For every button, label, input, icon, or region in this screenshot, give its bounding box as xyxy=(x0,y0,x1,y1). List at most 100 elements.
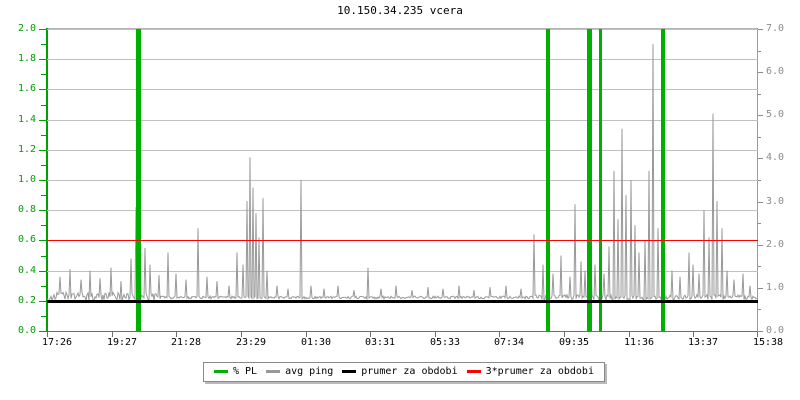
x-label: 17:26 xyxy=(41,337,73,348)
y-label-left: 1.6 xyxy=(17,83,36,95)
x-label: 15:38 xyxy=(752,337,784,348)
x-label: 01:30 xyxy=(300,337,332,348)
x-tick xyxy=(176,332,177,337)
threshold-line-3x-average xyxy=(47,240,758,241)
y-label-left: 0.2 xyxy=(17,294,36,306)
y-tick-right xyxy=(758,29,763,30)
y-label-right: 1.0 xyxy=(766,281,785,293)
packet-loss-bar xyxy=(599,29,602,331)
chart-legend: % PL avg ping prumer za obdobi 3*prumer za … xyxy=(203,362,605,382)
y-tick-left-minor xyxy=(41,165,46,166)
x-label: 21:28 xyxy=(170,337,202,348)
y-label-right: 0.0 xyxy=(766,325,785,336)
legend-swatch xyxy=(466,370,481,373)
gridline xyxy=(47,89,758,90)
y-label-left: 1.4 xyxy=(17,113,36,125)
average-line xyxy=(47,299,758,303)
x-tick xyxy=(499,332,500,337)
y-tick-right-minor xyxy=(758,51,761,52)
y-tick-left xyxy=(39,180,46,181)
gridline xyxy=(47,271,758,272)
legend-swatch xyxy=(342,370,357,373)
y-label-right: 7.0 xyxy=(766,23,785,34)
legend-label: % PL xyxy=(233,366,258,377)
packet-loss-bar xyxy=(661,29,665,331)
y-tick-left-minor xyxy=(41,44,46,45)
y-tick-left-minor xyxy=(41,225,46,226)
y-tick-right xyxy=(758,158,763,159)
x-tick xyxy=(435,332,436,337)
y-tick-left-minor xyxy=(41,135,46,136)
x-label: 23:29 xyxy=(235,337,267,348)
y-label-left: 1.0 xyxy=(17,174,36,185)
x-tick xyxy=(241,332,242,337)
chart-title: 10.150.34.235 vcera xyxy=(337,4,463,17)
y-tick-right xyxy=(758,72,763,73)
x-tick xyxy=(629,332,630,337)
gridline xyxy=(47,180,758,181)
x-label: 05:33 xyxy=(429,337,461,348)
y-tick-right-minor xyxy=(758,223,761,224)
x-label: 03:31 xyxy=(364,337,396,348)
y-label-left: 1.2 xyxy=(17,143,36,155)
y-tick-right-minor xyxy=(758,94,761,95)
x-tick xyxy=(47,332,48,337)
x-label: 11:36 xyxy=(623,337,655,348)
ping-series-plot xyxy=(47,29,758,331)
packet-loss-bar xyxy=(546,29,550,331)
legend-label: 3*prumer za obdobi xyxy=(485,366,594,377)
y-tick-left-minor xyxy=(41,316,46,317)
y-tick-left xyxy=(39,301,46,302)
legend-label: avg ping xyxy=(285,366,334,377)
y-tick-right xyxy=(758,245,763,246)
gridline xyxy=(47,210,758,211)
legend-item[interactable]: 3*prumer za obdobi xyxy=(466,366,594,377)
y-tick-right-minor xyxy=(758,180,761,181)
legend-label: prumer za obdobi xyxy=(361,366,458,377)
axis-bottom-border xyxy=(47,331,758,332)
y-tick-left xyxy=(39,210,46,211)
y-label-right: 4.0 xyxy=(766,152,785,164)
y-label-left: 0.0 xyxy=(17,325,36,336)
legend-item[interactable]: % PL xyxy=(214,366,257,377)
y-tick-left xyxy=(39,331,46,332)
x-label: 19:27 xyxy=(106,337,138,348)
y-label-right: 5.0 xyxy=(766,109,785,121)
y-tick-left-minor xyxy=(41,286,46,287)
packet-loss-bar xyxy=(587,29,592,331)
y-tick-right-minor xyxy=(758,309,761,310)
gridline xyxy=(47,120,758,121)
x-label: 13:37 xyxy=(687,337,719,348)
legend-item[interactable]: prumer za obdobi xyxy=(342,366,458,377)
avg-ping-line xyxy=(47,44,757,301)
x-tick xyxy=(564,332,565,337)
x-tick xyxy=(306,332,307,337)
y-tick-left xyxy=(39,29,46,30)
y-tick-left xyxy=(39,120,46,121)
y-tick-left-minor xyxy=(41,74,46,75)
legend-item[interactable]: avg ping xyxy=(266,366,333,377)
y-tick-left-minor xyxy=(41,195,46,196)
y-label-left: 1.8 xyxy=(17,53,36,65)
packet-loss-bar xyxy=(136,29,141,331)
legend-swatch xyxy=(214,370,228,373)
y-tick-right xyxy=(758,331,763,332)
y-tick-left-minor xyxy=(41,256,46,257)
y-tick-right-minor xyxy=(758,266,761,267)
gridline xyxy=(47,150,758,151)
gridline xyxy=(47,59,758,60)
y-tick-right xyxy=(758,288,763,289)
y-label-right: 6.0 xyxy=(766,66,785,78)
y-label-left: 0.6 xyxy=(17,234,36,246)
y-tick-left xyxy=(39,89,46,90)
x-label: 09:35 xyxy=(558,337,590,348)
x-tick xyxy=(757,332,758,337)
x-tick xyxy=(693,332,694,337)
y-label-right: 3.0 xyxy=(766,195,785,207)
axis-top-border xyxy=(47,28,758,29)
legend-swatch xyxy=(266,370,281,373)
y-tick-left-minor xyxy=(41,105,46,106)
y-tick-right-minor xyxy=(758,137,761,138)
y-label-left: 2.0 xyxy=(17,23,36,34)
